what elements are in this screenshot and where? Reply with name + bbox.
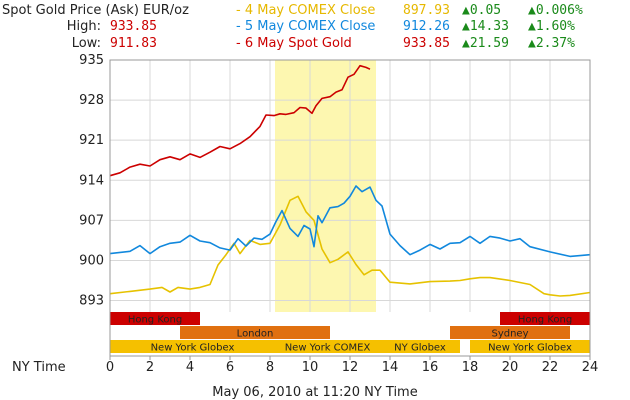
chart-title: Spot Gold Price (Ask) EUR/oz	[2, 3, 189, 18]
low-value: 911.83	[110, 36, 157, 51]
session-label: New York Globex	[151, 343, 235, 354]
y-tick-label: 893	[79, 294, 104, 309]
legend-may6-change: ▲21.59	[462, 36, 509, 51]
y-tick-label: 900	[79, 253, 104, 268]
session-label: London	[237, 329, 274, 340]
legend-may5-pct: ▲1.60%	[528, 19, 575, 34]
high-value: 933.85	[110, 19, 157, 34]
legend-may5-label: - 5 May COMEX Close	[236, 19, 376, 34]
session-bar	[450, 326, 570, 339]
session-label: Hong Kong	[128, 315, 182, 326]
y-tick-label: 928	[79, 93, 104, 108]
x-tick-label: 2	[146, 360, 154, 375]
session-bar	[275, 340, 380, 353]
x-axis-label: NY Time	[12, 360, 66, 375]
legend-may4-value: 897.93	[403, 3, 450, 18]
x-tick-label: 12	[342, 360, 359, 375]
legend-may6-label: - 6 May Spot Gold	[236, 36, 352, 51]
legend-may4-label: - 4 May COMEX Close	[236, 3, 376, 18]
x-tick-label: 6	[226, 360, 234, 375]
session-bar	[380, 340, 460, 353]
session-bar	[500, 312, 590, 325]
legend-may6-value: 933.85	[403, 36, 450, 51]
y-tick-label: 921	[79, 133, 104, 148]
x-tick-label: 18	[462, 360, 479, 375]
legend-may5-change: ▲14.33	[462, 19, 509, 34]
x-tick-label: 22	[542, 360, 559, 375]
y-tick-label: 914	[79, 173, 104, 188]
session-label: New York COMEX	[285, 343, 371, 354]
x-tick-label: 4	[186, 360, 194, 375]
session-label: NY Globex	[394, 343, 446, 354]
x-tick-label: 24	[582, 360, 599, 375]
x-tick-label: 20	[502, 360, 519, 375]
y-tick-label: 907	[79, 213, 104, 228]
x-tick-label: 8	[266, 360, 274, 375]
high-label: High:	[66, 19, 101, 34]
legend-may6-pct: ▲2.37%	[528, 36, 575, 51]
legend-may4-change: ▲0.05	[462, 3, 502, 18]
legend-may4-pct: ▲0.006%	[528, 3, 583, 18]
series-line-may4	[109, 195, 591, 297]
session-label: New York Globex	[488, 343, 572, 354]
legend-may5-value: 912.26	[403, 19, 450, 34]
low-label: Low:	[71, 36, 101, 51]
session-bar	[110, 312, 200, 325]
comex-session-highlight	[275, 60, 376, 312]
x-tick-label: 14	[382, 360, 399, 375]
timestamp: May 06, 2010 at 11:20 NY Time	[212, 385, 417, 400]
session-bar	[470, 340, 590, 353]
x-tick-label: 10	[302, 360, 319, 375]
series-line-may6	[109, 64, 371, 177]
x-tick-label: 0	[106, 360, 114, 375]
x-tick-label: 16	[422, 360, 439, 375]
session-label: Sydney	[491, 329, 528, 340]
series-line-may5	[109, 185, 591, 258]
session-bar	[180, 326, 330, 339]
session-bar	[110, 340, 275, 353]
session-label: Hong Kong	[518, 315, 572, 326]
y-tick-label: 935	[79, 53, 104, 68]
